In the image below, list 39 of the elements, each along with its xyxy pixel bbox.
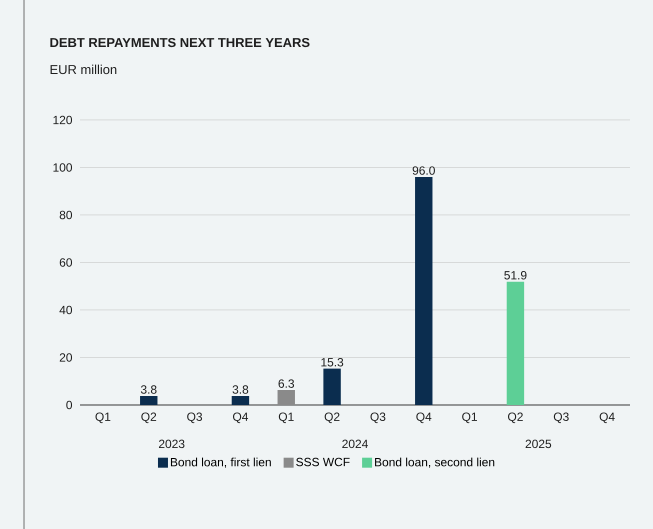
x-tick-label: Q4 <box>600 412 615 424</box>
y-tick-label: 0 <box>66 400 72 410</box>
x-tick-label: Q1 <box>278 412 294 424</box>
x-tick-label: Q4 <box>416 412 432 424</box>
x-tick-label: Q2 <box>324 412 340 424</box>
y-tick-label: 20 <box>60 353 72 362</box>
y-tick-label: 60 <box>60 258 72 267</box>
x-tick-label: Q2 <box>141 412 156 424</box>
bar <box>140 396 158 405</box>
y-tick-label: 80 <box>60 210 72 220</box>
data-label: 3.8 <box>140 385 157 394</box>
data-label: 6.3 <box>278 379 294 388</box>
bar <box>323 368 341 405</box>
data-label: 3.8 <box>232 385 248 394</box>
x-tick-label: Q3 <box>554 412 569 424</box>
text: 2025 <box>526 440 552 448</box>
bar <box>278 390 295 405</box>
x-tick-label: Q3 <box>370 412 386 424</box>
x-tick-label: Q1 <box>96 412 110 424</box>
data-label: 51.9 <box>504 271 526 280</box>
x-tick-label: Q3 <box>187 412 202 424</box>
text: 2024 <box>342 440 368 448</box>
chart-title: DEBT REPAYMENTS NEXT THREE YEARS <box>50 38 310 48</box>
y-tick-label: 120 <box>53 116 72 124</box>
x-tick-label: Q2 <box>508 412 523 424</box>
legend-label: SSS WCF <box>296 458 350 466</box>
legend-label: Bond loan, first lien <box>170 458 271 468</box>
legend-label: Bond loan, second lien <box>375 458 494 468</box>
data-label: 15.3 <box>321 358 344 366</box>
data-label: 96.0 <box>412 166 435 175</box>
bar <box>506 282 524 405</box>
bar <box>415 176 432 405</box>
x-tick-label: Q4 <box>233 412 248 424</box>
y-tick-label: 100 <box>53 163 72 172</box>
x-tick-label: Q1 <box>462 412 477 424</box>
bar <box>232 396 250 405</box>
chart-subtitle: EUR million <box>50 64 116 74</box>
text: 2023 <box>158 440 184 448</box>
y-tick-label: 40 <box>59 306 72 314</box>
